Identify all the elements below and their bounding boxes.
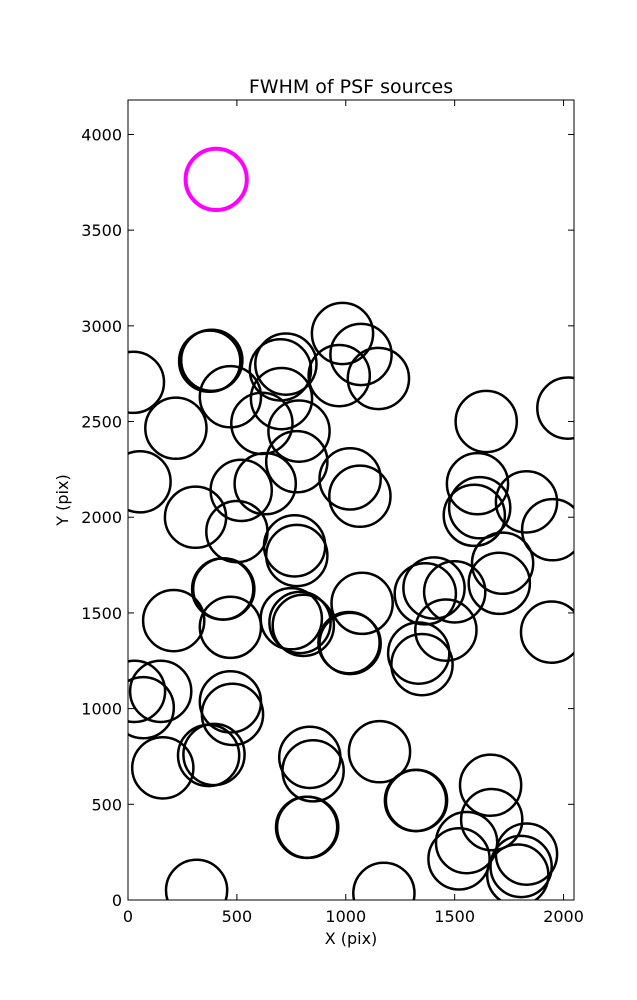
y-tick-label: 1000	[81, 700, 122, 719]
x-tick-label: 1500	[434, 907, 475, 926]
psf-source-circle	[485, 843, 550, 900]
y-tick-label: 4000	[81, 125, 122, 144]
psf-source-circle	[182, 722, 246, 787]
psf-source-circle	[318, 447, 382, 511]
psf-source-circle	[128, 449, 172, 514]
psf-source-circle	[281, 738, 345, 803]
x-tick-label: 1000	[325, 907, 366, 926]
psf-source-circle	[470, 531, 535, 596]
psf-source-circle	[414, 598, 478, 662]
psf-source-circle	[328, 464, 392, 529]
psf-source-circle	[427, 827, 491, 891]
psf-source-circle	[347, 719, 412, 784]
psf-source-circle	[209, 458, 274, 523]
markers-layer	[128, 146, 574, 900]
psf-source-circle	[264, 523, 329, 588]
psf-source-circle	[307, 343, 372, 408]
plot-frame	[127, 99, 575, 901]
y-tick-label: 3500	[81, 221, 122, 240]
psf-source-circle	[259, 586, 324, 651]
psf-source-circle	[494, 470, 559, 534]
psf-source-circle	[329, 322, 393, 387]
psf-source-circle	[402, 556, 466, 620]
psf-source-circle	[254, 332, 318, 396]
psf-source-circle	[164, 858, 229, 900]
psf-source-circle	[233, 451, 298, 516]
y-tick-label: 2500	[81, 413, 122, 432]
x-tick-label: 500	[222, 907, 253, 926]
psf-source-circle	[467, 551, 532, 616]
psf-source-circle	[447, 475, 512, 540]
y-tick-label: 3000	[81, 317, 122, 336]
psf-source-circle	[128, 659, 167, 724]
psf-source-circle	[267, 399, 331, 463]
psf-source-circle	[352, 861, 416, 900]
psf-source-circle	[536, 376, 574, 440]
psf-source-circle	[277, 725, 342, 790]
psf-source-circle	[275, 795, 340, 860]
y-tick-label: 0	[112, 891, 122, 910]
psf-source-circle	[520, 497, 574, 562]
psf-source-circle	[330, 571, 394, 636]
psf-source-circle	[422, 560, 487, 624]
psf-source-circle	[384, 768, 449, 833]
psf-source-circle	[458, 753, 523, 818]
plot-area	[128, 146, 574, 900]
psf-source-circle	[268, 590, 332, 655]
y-axis-label: Y (pix)	[53, 474, 72, 526]
psf-source-circle	[386, 621, 451, 685]
x-tick-label: 2000	[543, 907, 584, 926]
psf-source-circle	[179, 328, 244, 393]
x-tick-label: 0	[123, 907, 133, 926]
psf-source-circle	[248, 338, 313, 402]
psf-source-circle	[205, 499, 269, 564]
psf-source-circle	[442, 483, 507, 548]
psf-source-circle	[163, 485, 228, 550]
highlight-source-circle	[183, 146, 249, 212]
y-tick-label: 1500	[81, 604, 122, 623]
psf-source-circle	[144, 396, 208, 461]
psf-source-circle	[519, 600, 574, 664]
psf-source-circle	[445, 451, 510, 516]
x-axis-label: X (pix)	[325, 929, 378, 948]
psf-source-circle	[318, 611, 382, 676]
psf-source-circle	[141, 588, 206, 653]
psf-source-circle	[130, 736, 195, 800]
y-tick-label: 2000	[81, 508, 122, 527]
psf-source-circle	[249, 366, 314, 431]
psf-source-circle	[454, 389, 519, 454]
psf-source-circle	[128, 350, 166, 415]
chart-title: FWHM of PSF sources	[249, 76, 453, 98]
psf-source-circle	[489, 834, 553, 899]
y-axis-ticks: 0 500 1000 1500 2000 2500 3000 3500 4000	[81, 125, 574, 910]
psf-source-circle	[346, 346, 411, 411]
psf-source-circle	[200, 682, 265, 747]
psf-source-circle	[459, 787, 524, 852]
psf-source-circle	[128, 659, 193, 724]
psf-source-circle	[271, 593, 336, 658]
psf-source-circle	[310, 301, 375, 366]
psf-source-circle	[128, 675, 176, 740]
x-axis-ticks: 0 500 1000 1500 2000	[123, 100, 584, 926]
psf-source-circle	[191, 557, 256, 621]
psf-source-circle	[390, 632, 454, 697]
y-tick-label: 500	[91, 795, 122, 814]
psf-source-circle	[264, 429, 329, 494]
psf-source-circle	[198, 595, 263, 660]
